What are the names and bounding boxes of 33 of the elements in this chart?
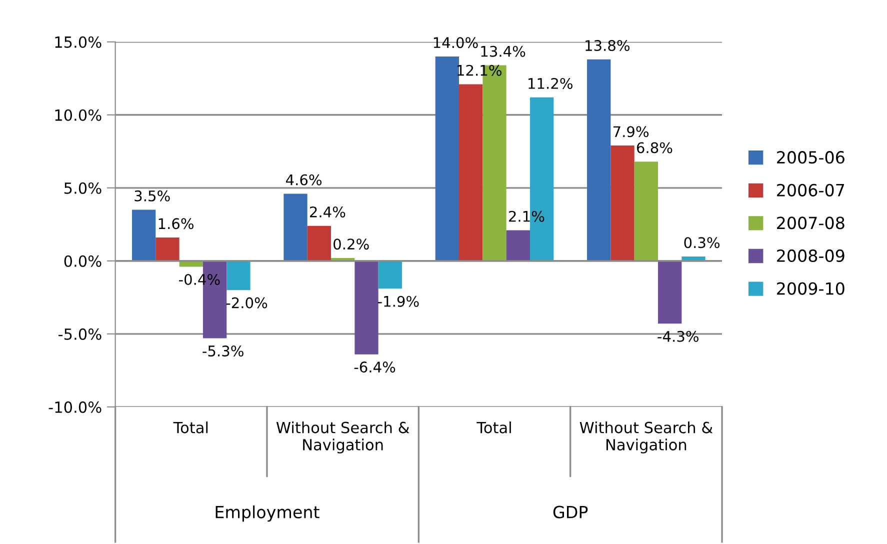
y-tick-label: 0.0% [64,255,102,267]
data-label: -5.3% [202,345,244,357]
data-label: 2.4% [310,206,346,218]
x-tick-label: Total [476,422,511,434]
text: Employment [216,505,320,522]
legend-label: 2008-09 [777,249,844,262]
legend-label: 2006-07 [777,184,844,196]
data-label: 7.9% [613,126,649,138]
data-label: -1.9% [378,296,419,307]
x-tick-label: Without Search & Navigation [276,422,410,454]
data-label: 0.2% [334,238,369,250]
legend-label: 2007-08 [777,216,844,230]
data-label: 13.8% [586,40,630,52]
x-tick-label: Without Search & Navigation [580,422,713,454]
data-label: 14.0% [434,37,478,48]
y-tick-label: -5.0% [58,328,102,340]
data-label: 6.8% [636,142,672,154]
y-tick-label: -10.0% [48,401,102,413]
legend-label: 2009-10 [777,282,844,295]
data-label: 1.6% [158,218,194,230]
legend-label: 2005-06 [777,151,844,164]
y-tick-label: 15.0% [55,36,102,48]
data-label: 0.3% [684,237,720,248]
x-tick-label: Total [173,422,208,434]
data-label: 13.4% [481,46,526,57]
data-label: -4.3% [658,330,698,342]
data-label: 11.2% [528,78,572,89]
text: GDP [553,506,588,518]
data-label: 3.5% [134,190,170,202]
data-label: -6.4% [354,362,396,373]
y-tick-label: 5.0% [64,182,102,194]
y-tick-label: 10.0% [55,109,102,121]
data-label: 4.6% [286,174,322,186]
